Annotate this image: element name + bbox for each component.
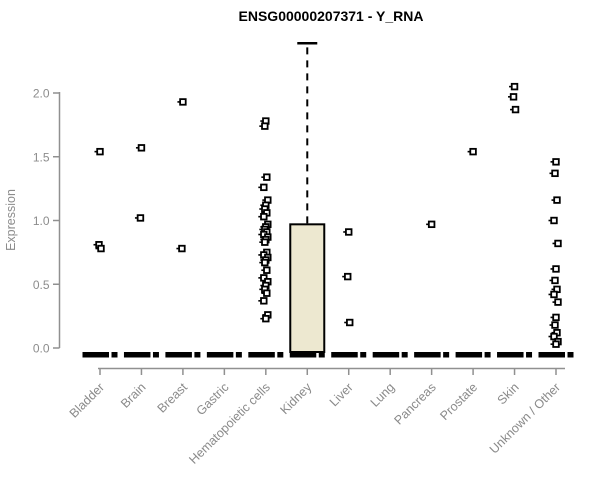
zero-bar bbox=[82, 352, 118, 358]
zero-bar bbox=[289, 352, 325, 358]
data-point bbox=[263, 289, 271, 297]
data-point bbox=[345, 228, 353, 236]
zero-bar bbox=[248, 352, 284, 358]
zero-bar-gap bbox=[274, 351, 278, 358]
data-point bbox=[551, 321, 559, 329]
data-point bbox=[263, 266, 271, 274]
data-point bbox=[553, 196, 561, 204]
x-category-label: Skin bbox=[495, 380, 522, 407]
zero-bar bbox=[414, 352, 450, 358]
zero-bar-gap bbox=[523, 351, 527, 358]
x-category-label: Prostate bbox=[437, 380, 480, 423]
data-point bbox=[260, 274, 268, 282]
data-point bbox=[554, 239, 562, 248]
y-tick-label: 0.0 bbox=[33, 342, 50, 356]
data-points bbox=[93, 82, 562, 348]
x-category-label: Pancreas bbox=[392, 380, 439, 427]
x-category-label: Unknown / Other bbox=[487, 380, 563, 456]
zero-bar bbox=[455, 352, 491, 358]
data-point bbox=[344, 272, 352, 281]
data-point bbox=[551, 169, 559, 178]
data-point bbox=[510, 82, 519, 91]
y-axis-title: Expression bbox=[4, 189, 18, 251]
zero-bar-gap bbox=[565, 351, 568, 358]
data-point bbox=[260, 212, 268, 221]
x-category-label: Kidney bbox=[277, 380, 314, 417]
data-point bbox=[261, 258, 269, 267]
data-point bbox=[509, 93, 518, 101]
zero-bar bbox=[123, 352, 159, 358]
box bbox=[289, 223, 326, 353]
zero-bar-gap bbox=[440, 351, 444, 358]
data-point bbox=[550, 332, 558, 341]
data-point bbox=[263, 173, 271, 181]
zero-expression-bars bbox=[82, 351, 574, 358]
x-category-label: Hematopoietic cells bbox=[186, 380, 273, 467]
data-point bbox=[137, 144, 146, 152]
zero-bar-gap bbox=[357, 351, 361, 358]
data-point bbox=[552, 265, 560, 273]
zero-bar-gap bbox=[109, 351, 112, 358]
y-tick-label: 0.5 bbox=[33, 278, 50, 292]
data-point bbox=[260, 183, 268, 192]
data-point bbox=[179, 98, 187, 106]
data-point bbox=[550, 216, 558, 225]
data-point bbox=[554, 298, 562, 306]
y-tick-label: 1.0 bbox=[33, 214, 50, 228]
zero-bar-gap bbox=[233, 351, 236, 358]
data-point bbox=[260, 297, 268, 305]
y-tick-label: 1.5 bbox=[33, 150, 50, 164]
zero-bar-gap bbox=[316, 351, 319, 358]
x-category-label: Breast bbox=[155, 380, 191, 416]
data-point bbox=[552, 313, 560, 322]
x-category-label: Lung bbox=[368, 380, 398, 410]
zero-bar bbox=[372, 352, 408, 358]
data-point bbox=[136, 214, 145, 222]
zero-bar bbox=[497, 352, 533, 358]
zero-bar bbox=[331, 352, 367, 358]
data-point bbox=[552, 158, 560, 166]
data-point bbox=[97, 244, 105, 253]
x-category-label: Brain bbox=[118, 380, 149, 411]
data-point bbox=[261, 122, 269, 130]
data-point bbox=[552, 340, 560, 348]
data-point bbox=[469, 147, 477, 156]
zero-bar-gap bbox=[482, 351, 485, 358]
x-category-label: Gastric bbox=[194, 380, 232, 418]
y-tick-label: 2.0 bbox=[33, 87, 50, 101]
data-point bbox=[511, 105, 520, 114]
kidney-boxplot bbox=[289, 42, 326, 353]
zero-bar bbox=[206, 352, 242, 358]
data-point bbox=[96, 147, 104, 156]
zero-bar bbox=[538, 352, 574, 358]
zero-bar-gap bbox=[191, 351, 195, 358]
x-category-label: Liver bbox=[327, 380, 356, 409]
data-point bbox=[551, 276, 559, 285]
chart-title: ENSG00000207371 - Y_RNA bbox=[239, 8, 424, 24]
x-category-label: Bladder bbox=[67, 380, 107, 420]
zero-bar bbox=[165, 352, 201, 358]
data-point bbox=[178, 244, 186, 253]
data-point bbox=[550, 290, 558, 299]
y-axis: 0.0 0.5 1.0 1.5 2.0 bbox=[33, 87, 61, 356]
data-point bbox=[427, 220, 436, 229]
data-point bbox=[346, 318, 354, 327]
data-point bbox=[261, 238, 269, 246]
zero-bar-gap bbox=[399, 351, 402, 358]
data-point bbox=[262, 314, 270, 323]
zero-bar-gap bbox=[150, 351, 153, 358]
